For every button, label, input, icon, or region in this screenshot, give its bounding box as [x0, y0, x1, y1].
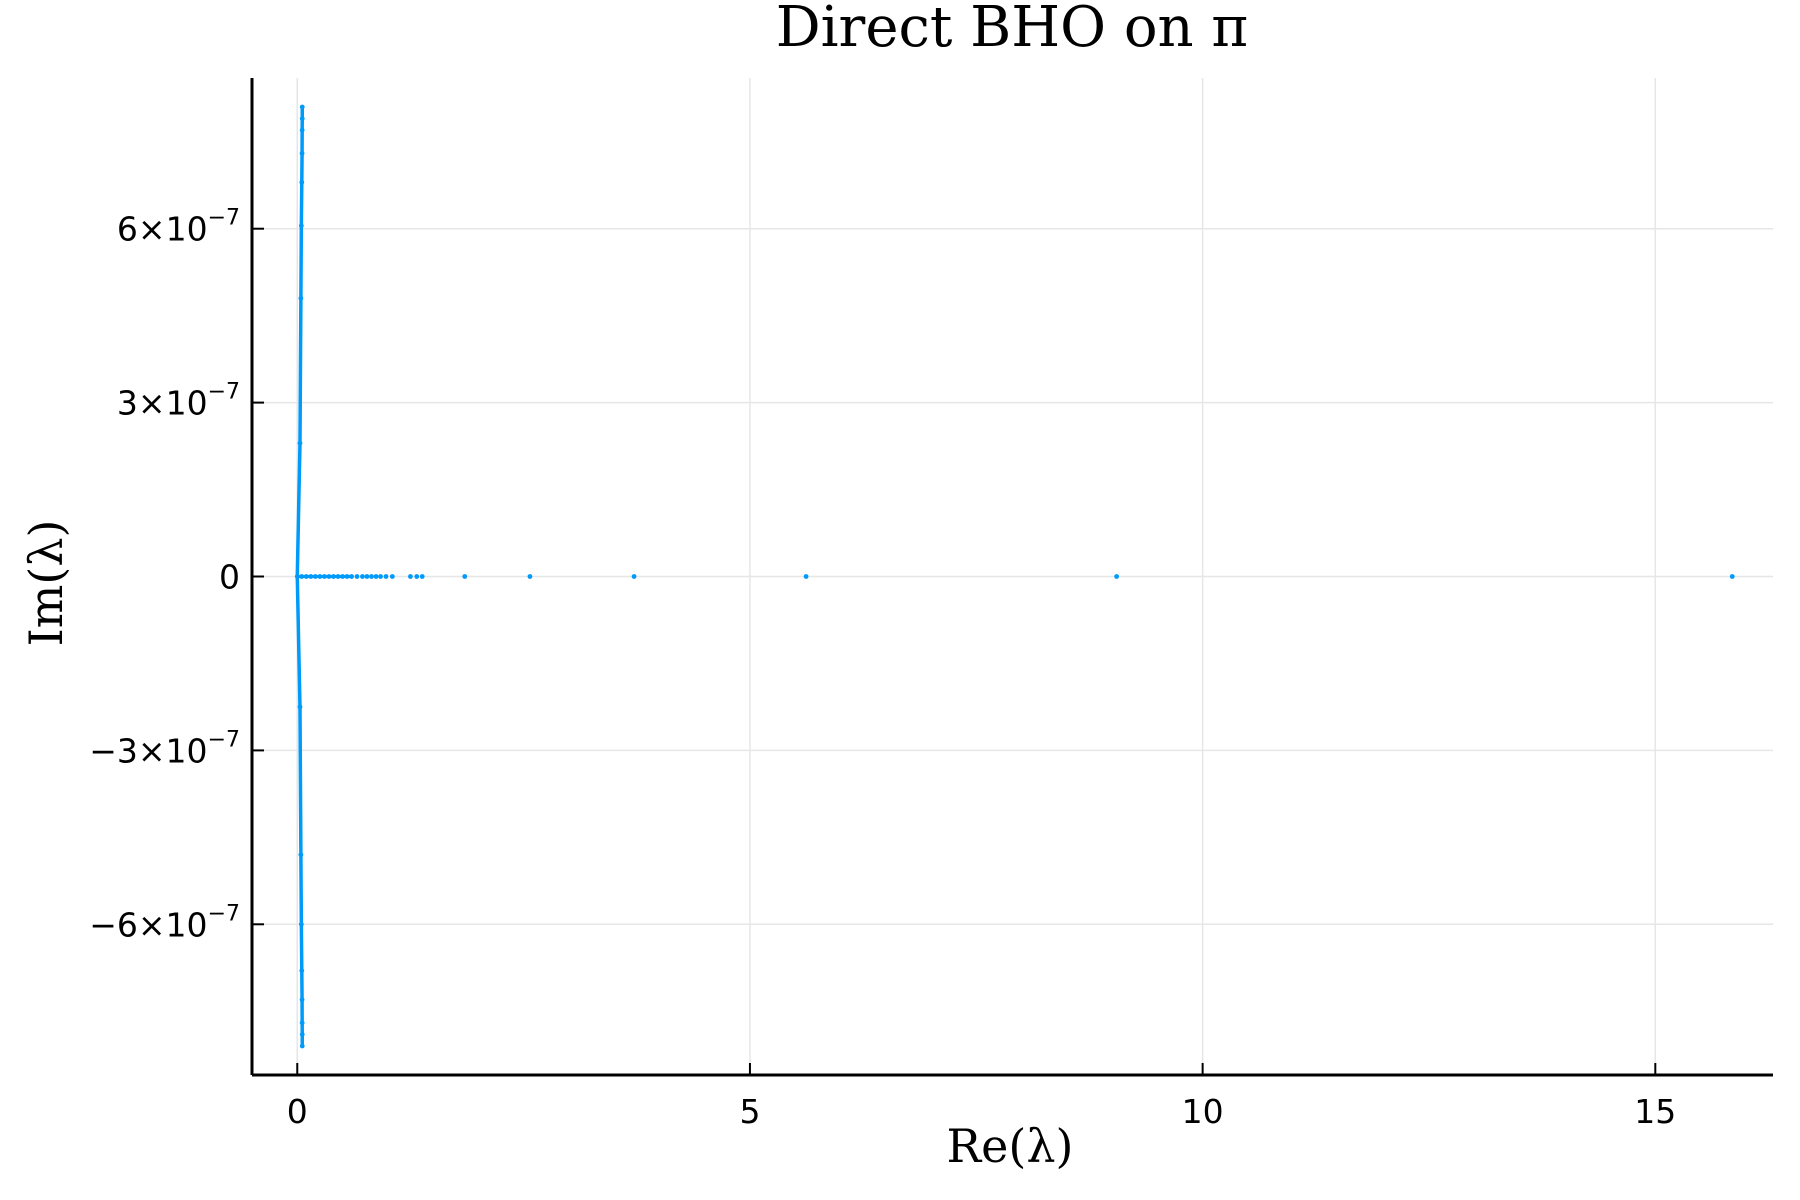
data-point: [340, 574, 345, 579]
grid-layer: [252, 78, 1773, 1075]
data-point: [299, 116, 305, 121]
point-layer: [294, 104, 1735, 1049]
y-tick-mantissa: −6×10: [89, 905, 207, 944]
tick-layer: 0 5 10 15−6×10−7−3×10−703×10−76×10−7: [89, 206, 1676, 1131]
x-tick-label: 15: [1634, 1092, 1676, 1131]
data-point: [373, 574, 379, 579]
data-point: [308, 574, 314, 579]
data-point: [299, 968, 305, 974]
y-tick-exponent: −7: [208, 380, 240, 405]
data-point: [294, 574, 300, 579]
data-point: [360, 574, 365, 579]
y-tick-exponent: −7: [208, 206, 240, 231]
y-tick-label: 6×10−7: [117, 206, 240, 249]
y-tick-label: 0: [219, 558, 240, 597]
data-point: [299, 150, 305, 156]
data-point: [326, 574, 332, 579]
data-point: [299, 104, 305, 110]
data-point: [369, 574, 374, 579]
y-tick-label: 3×10−7: [117, 380, 240, 423]
data-point: [631, 574, 637, 579]
y-tick-exponent: −7: [208, 727, 240, 752]
data-point: [419, 574, 425, 579]
data-point: [298, 295, 304, 301]
y-tick-mantissa: 3×10: [117, 384, 208, 423]
data-point: [364, 574, 370, 579]
y-tick-label: −6×10−7: [89, 901, 240, 944]
data-point: [1729, 574, 1735, 579]
data-point: [462, 574, 468, 579]
data-point: [299, 997, 305, 1003]
data-point: [344, 574, 350, 579]
data-point: [298, 921, 304, 927]
chart-title: Direct BHO on π: [776, 0, 1248, 60]
data-point: [299, 179, 305, 185]
data-point: [408, 574, 413, 579]
y-tick-exponent: −7: [208, 901, 240, 926]
data-point: [299, 1043, 305, 1049]
y-tick-mantissa: −3×10: [89, 731, 207, 770]
x-tick-label: 0: [287, 1092, 308, 1131]
data-point: [414, 574, 420, 579]
data-point: [335, 574, 341, 579]
data-point: [383, 574, 389, 579]
data-point: [299, 127, 305, 133]
x-tick-label: 5: [739, 1092, 760, 1131]
y-tick-label: −3×10−7: [89, 727, 240, 770]
data-point: [1114, 574, 1120, 579]
data-point: [389, 574, 395, 579]
data-point: [803, 574, 809, 579]
data-point: [297, 440, 303, 446]
data-point: [298, 852, 304, 858]
data-point: [303, 574, 309, 579]
data-point: [299, 1032, 305, 1037]
y-axis-label: Im(λ): [19, 520, 73, 647]
data-point: [298, 223, 304, 229]
data-point: [527, 574, 533, 579]
x-axis-label: Re(λ): [947, 1119, 1074, 1173]
x-tick-label: 10: [1182, 1092, 1224, 1131]
data-point: [349, 574, 354, 579]
data-point: [299, 574, 305, 579]
data-point: [322, 574, 327, 579]
data-point: [297, 704, 303, 710]
data-point: [378, 574, 383, 579]
data-point: [299, 1020, 305, 1026]
data-point: [354, 574, 360, 579]
data-point: [312, 574, 318, 579]
y-tick-mantissa: 0: [219, 558, 240, 597]
y-tick-mantissa: 6×10: [117, 210, 208, 249]
data-point: [331, 574, 336, 579]
data-point: [317, 574, 323, 579]
